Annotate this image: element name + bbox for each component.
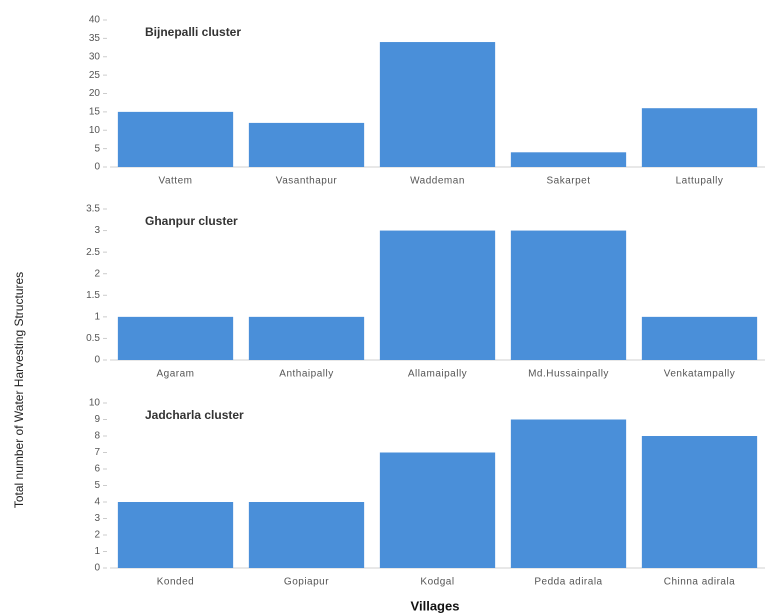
y-tick-label: 9 <box>94 414 100 425</box>
bar <box>248 316 365 360</box>
x-tick-label: Allamaipally <box>408 369 467 380</box>
y-tick-label: 10 <box>89 125 101 136</box>
y-tick-label: 4 <box>94 497 100 508</box>
bar <box>641 316 758 360</box>
x-tick-label: Anthaipally <box>279 369 333 380</box>
bar <box>248 122 365 167</box>
x-tick-label: Agaram <box>156 369 194 380</box>
y-tick-label: 2 <box>94 268 100 279</box>
y-tick-label: 2.5 <box>86 247 100 258</box>
x-tick-label: Vattem <box>159 176 193 187</box>
y-tick-label: 30 <box>89 51 101 62</box>
y-tick-label: 2 <box>94 530 100 541</box>
x-tick-label: Sakarpet <box>546 176 590 187</box>
x-tick-label: Md.Hussainpally <box>528 369 609 380</box>
bar <box>117 502 234 568</box>
y-tick-label: 3 <box>94 513 100 524</box>
chart-title: Jadcharla cluster <box>145 408 244 422</box>
bar <box>117 316 234 360</box>
y-tick-label: 0.5 <box>86 333 100 344</box>
bar <box>248 502 365 568</box>
bar <box>641 436 758 568</box>
y-tick-label: 35 <box>89 33 101 44</box>
x-tick-label: Pedda adirala <box>534 577 602 588</box>
bar <box>510 152 627 167</box>
y-tick-label: 25 <box>89 70 101 81</box>
y-tick-label: 7 <box>94 447 100 458</box>
y-tick-label: 1.5 <box>86 290 100 301</box>
y-tick-label: 1 <box>94 546 100 557</box>
y-tick-label: 20 <box>89 88 101 99</box>
y-tick-label: 15 <box>89 107 101 118</box>
x-tick-label: Chinna adirala <box>664 577 736 588</box>
chart-title: Ghanpur cluster <box>145 214 238 228</box>
y-tick-label: 5 <box>94 143 100 154</box>
bar <box>510 230 627 360</box>
bar <box>641 108 758 167</box>
x-axis-label: Villages <box>411 598 460 613</box>
bar <box>510 419 627 568</box>
bar <box>379 230 496 360</box>
y-tick-label: 1 <box>94 311 100 322</box>
y-tick-label: 40 <box>89 15 101 26</box>
x-tick-label: Gopiapur <box>284 577 329 588</box>
y-tick-label: 0 <box>94 162 100 173</box>
y-axis-label: Total number of Water Harvesting Structu… <box>12 272 26 508</box>
y-tick-label: 3.5 <box>86 204 100 215</box>
y-tick-label: 0 <box>94 563 100 574</box>
y-tick-label: 0 <box>94 355 100 366</box>
bar <box>117 111 234 167</box>
x-tick-label: Waddeman <box>410 176 465 187</box>
bar <box>379 452 496 568</box>
bar <box>379 42 496 167</box>
y-tick-label: 3 <box>94 225 100 236</box>
y-tick-label: 10 <box>89 398 101 409</box>
x-tick-label: Venkatampally <box>664 369 736 380</box>
chart-title: Bijnepalli cluster <box>145 25 241 39</box>
y-tick-label: 8 <box>94 431 100 442</box>
x-tick-label: Kodgal <box>420 577 454 588</box>
x-tick-label: Konded <box>157 577 194 588</box>
y-tick-label: 5 <box>94 480 100 491</box>
y-tick-label: 6 <box>94 464 100 475</box>
x-tick-label: Vasanthapur <box>276 176 338 187</box>
x-tick-label: Lattupally <box>676 176 724 187</box>
